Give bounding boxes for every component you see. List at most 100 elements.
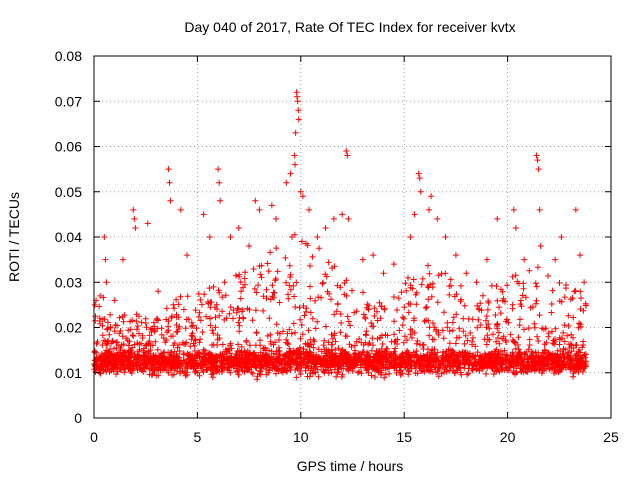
roti-point <box>184 252 191 259</box>
roti-point <box>552 256 559 263</box>
y-tick-label: 0.04 <box>55 229 82 245</box>
roti-point <box>165 166 172 173</box>
roti-point <box>494 215 501 222</box>
y-tick-label: 0.07 <box>55 93 82 109</box>
roti-point <box>292 129 299 136</box>
roti-point <box>287 170 294 177</box>
x-tick-label: 15 <box>396 429 412 445</box>
x-tick-label: 20 <box>500 429 516 445</box>
roti-point <box>344 152 351 159</box>
roti-point <box>200 211 207 218</box>
data-points <box>91 231 590 383</box>
roti-point <box>380 270 387 277</box>
roti-point <box>534 157 541 164</box>
roti-point <box>294 93 301 100</box>
roti-point <box>268 202 275 209</box>
roti-point <box>299 193 306 200</box>
roti-point <box>131 215 138 222</box>
roti-point <box>227 234 234 240</box>
roti-point <box>411 211 418 218</box>
roti-point <box>252 197 259 204</box>
roti-point <box>132 224 139 231</box>
roti-point <box>322 224 329 231</box>
roti-point <box>177 206 184 213</box>
roti-point <box>426 206 433 213</box>
roti-point <box>581 279 588 286</box>
roti-point <box>111 297 118 304</box>
roti-point <box>295 107 302 114</box>
y-tick-label: 0.05 <box>55 184 82 200</box>
roti-point <box>339 211 346 218</box>
roti-point <box>576 252 583 259</box>
roti-point <box>330 215 337 222</box>
roti-point <box>572 206 579 213</box>
chart-title: Day 040 of 2017, Rate Of TEC Index for r… <box>184 19 515 35</box>
roti-point <box>536 206 543 213</box>
roti-point <box>416 175 423 182</box>
x-axis-label: GPS time / hours <box>297 458 404 474</box>
roti-point <box>102 256 109 263</box>
roti-point <box>167 197 174 204</box>
roti-point <box>216 179 223 186</box>
roti-point <box>370 252 377 259</box>
roti-point <box>295 116 302 123</box>
roti-point <box>345 215 352 222</box>
x-tick-label: 10 <box>293 429 309 445</box>
roti-point <box>510 206 517 213</box>
roti-point <box>452 252 459 259</box>
roti-point <box>343 148 350 155</box>
roti-point-cloud <box>91 231 590 383</box>
roti-point <box>359 256 366 263</box>
y-tick-label: 0.08 <box>55 48 82 64</box>
roti-point <box>144 220 151 227</box>
roti-point <box>97 292 104 299</box>
roti-point <box>101 234 108 240</box>
roti-point <box>256 206 263 213</box>
y-axis-label: ROTI / TECUs <box>6 192 22 282</box>
y-tick-label: 0.03 <box>55 274 82 290</box>
roti-point <box>463 270 470 277</box>
roti-point <box>306 206 313 213</box>
roti-point <box>434 215 441 222</box>
roti-point <box>314 234 321 240</box>
roti-point <box>512 224 519 231</box>
roti-point <box>442 234 449 240</box>
roti-point <box>291 152 298 159</box>
roti-point <box>92 301 99 308</box>
roti-point <box>155 288 162 295</box>
roti-point <box>246 243 253 250</box>
grid <box>94 56 611 418</box>
roti-point <box>235 224 242 231</box>
roti-point <box>130 206 137 213</box>
roti-point <box>417 188 424 195</box>
y-tick-label: 0 <box>74 410 82 426</box>
roti-point <box>390 261 397 268</box>
x-tick-label: 25 <box>603 429 619 445</box>
roti-point <box>521 256 528 263</box>
roti-point <box>535 166 542 173</box>
roti-point <box>407 234 414 240</box>
roti-point <box>103 279 110 286</box>
y-tick-label: 0.01 <box>55 365 82 381</box>
data-marks <box>92 89 588 308</box>
x-tick-label: 5 <box>194 429 202 445</box>
roti-point <box>537 243 544 250</box>
x-tick-label: 0 <box>90 429 98 445</box>
axes: 0 5 10 15 20 25 0 0.01 0.02 0.03 0.04 0.05 0.06 0.07 0… <box>55 48 619 445</box>
roti-point <box>283 179 290 186</box>
roti-point <box>119 256 126 263</box>
roti-point <box>166 179 173 186</box>
y-tick-label: 0.02 <box>55 320 82 336</box>
roti-point <box>558 234 565 240</box>
roti-point <box>533 152 540 159</box>
roti-point <box>294 98 301 105</box>
roti-point <box>215 166 222 173</box>
y-tick-label: 0.06 <box>55 139 82 155</box>
roti-point <box>206 234 213 240</box>
roti-point <box>297 188 304 195</box>
roti-point <box>272 215 279 222</box>
roti-point <box>428 193 435 200</box>
roti-point <box>415 170 422 177</box>
roti-point <box>483 256 490 263</box>
